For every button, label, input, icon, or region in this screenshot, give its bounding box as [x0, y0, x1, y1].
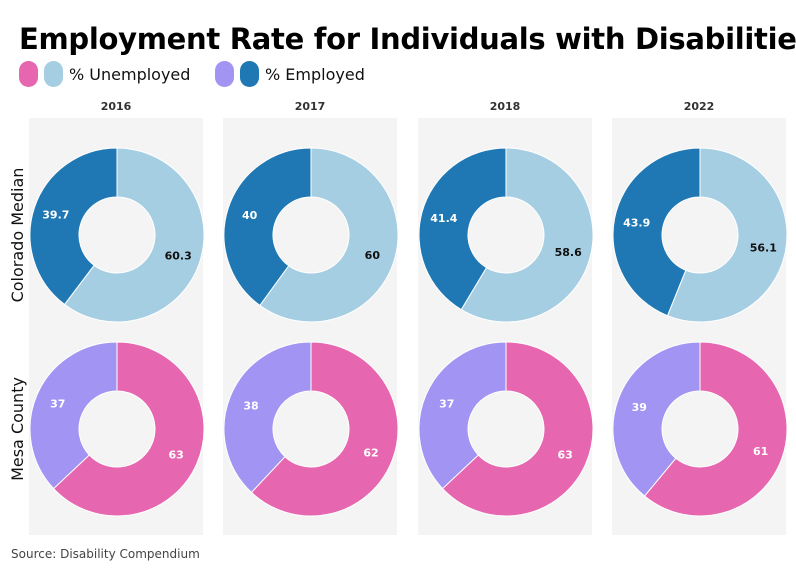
donut-slice-employed [223, 147, 312, 307]
donut-slice-employed [223, 341, 312, 494]
data-label-employed: 40 [242, 209, 258, 222]
chart-title: Employment Rate for Individuals with Dis… [19, 22, 796, 56]
data-label-unemployed: 61 [753, 445, 768, 458]
data-label-employed: 41.4 [430, 212, 457, 225]
data-label-unemployed: 56.1 [750, 241, 777, 254]
data-label-employed: 37 [439, 397, 454, 410]
column-label: 2016 [101, 100, 132, 113]
legend-swatch-blue [240, 61, 259, 87]
data-label-unemployed: 58.6 [555, 246, 582, 259]
row-label: Mesa County [8, 377, 27, 481]
donut-slice-employed [612, 341, 701, 497]
legend-employed: % Employed [215, 61, 365, 87]
legend-swatch-pink [19, 61, 38, 87]
data-label-employed: 37 [50, 397, 65, 410]
donut-slice-employed [612, 147, 701, 317]
legend-unemployed: % Unemployed [19, 61, 190, 87]
donut-slice-unemployed [666, 147, 788, 323]
donut-slice-unemployed [643, 341, 788, 517]
donut-slice-unemployed [441, 341, 594, 517]
donut-slice-unemployed [63, 147, 205, 323]
data-label-employed: 38 [243, 399, 258, 412]
donut-slice-employed [418, 147, 507, 311]
data-label-unemployed: 63 [169, 449, 184, 462]
legend-swatch-lightblue [44, 61, 63, 87]
donut-slice-employed [418, 341, 507, 490]
data-label-employed: 43.9 [623, 217, 650, 230]
legend-swatch-purple [215, 61, 234, 87]
legend-label: % Employed [265, 64, 365, 84]
donut-slice-unemployed [52, 341, 205, 517]
donut-slice-unemployed [250, 341, 399, 517]
column-label: 2018 [490, 100, 521, 113]
donut-slice-employed [29, 147, 118, 306]
source-note: Source: Disability Compendium [11, 547, 200, 561]
data-label-unemployed: 60 [365, 249, 381, 262]
data-label-unemployed: 62 [363, 447, 378, 460]
data-label-employed: 39 [632, 401, 647, 414]
donut-slice-unemployed [460, 147, 594, 323]
legend-label: % Unemployed [69, 64, 191, 84]
donut-slice-employed [29, 341, 118, 490]
column-label: 2017 [295, 100, 326, 113]
donut-slice-unemployed [259, 147, 399, 323]
data-label-unemployed: 63 [558, 449, 573, 462]
column-label: 2022 [684, 100, 715, 113]
data-label-employed: 39.7 [42, 208, 69, 221]
data-label-unemployed: 60.3 [165, 250, 192, 263]
row-label: Colorado Median [8, 168, 27, 303]
